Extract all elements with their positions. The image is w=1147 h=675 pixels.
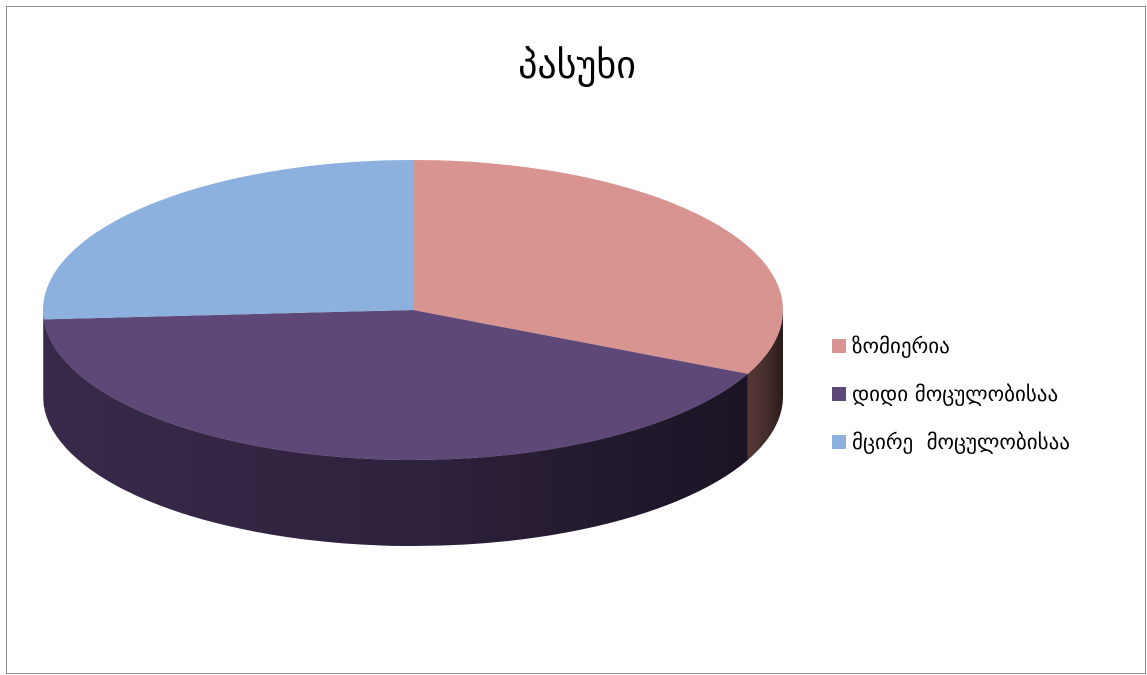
legend-label: მცირე მოცულობისაა [852,430,1070,454]
pie-slice-side-shade [747,310,783,460]
legend-item: მცირე მოცულობისაა [832,418,1070,466]
legend: ზომიერია დიდი მოცულობისაა მცირე მოცულობი… [832,322,1070,466]
legend-label: დიდი მოცულობისაა [852,382,1059,406]
legend-item: ზომიერია [832,322,1070,370]
pie-slice [413,160,783,374]
pie-slice-side-shade [43,310,44,406]
legend-item: დიდი მოცულობისაა [832,370,1070,418]
pie-slice-side-shade [43,319,748,546]
pie-sides [43,310,783,546]
chart-title: პასუხი [518,43,636,87]
legend-label: ზომიერია [852,334,950,358]
legend-swatch [832,435,846,449]
legend-swatch [832,387,846,401]
pie-slice [42,160,413,320]
pie-slice [43,310,748,460]
pie-tops [42,160,783,460]
legend-swatch [832,339,846,353]
